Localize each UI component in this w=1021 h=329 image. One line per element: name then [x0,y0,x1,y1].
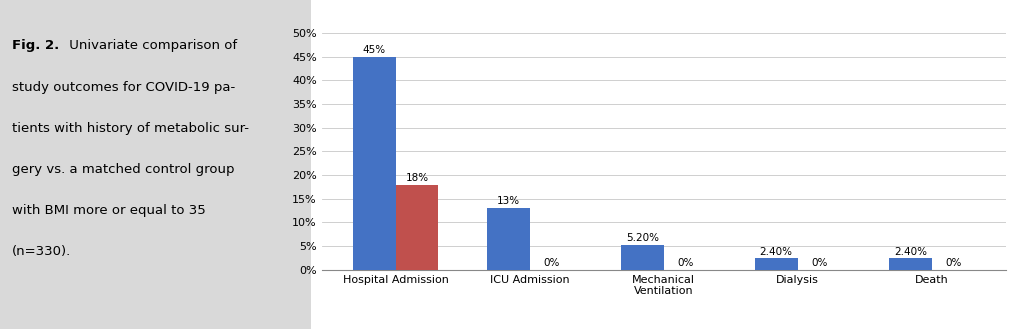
Text: 5.20%: 5.20% [626,233,659,243]
Text: 0%: 0% [811,258,827,268]
Text: 2.40%: 2.40% [760,246,792,257]
Text: 18%: 18% [405,173,429,183]
Text: 45%: 45% [362,45,386,55]
Text: 2.40%: 2.40% [893,246,927,257]
Bar [889,258,932,270]
Text: 13%: 13% [496,196,520,206]
Bar [352,57,395,270]
Text: tients with history of metabolic sur-: tients with history of metabolic sur- [12,122,249,135]
Bar [487,208,530,270]
Text: (n=330).: (n=330). [12,245,71,258]
Text: 0%: 0% [543,258,560,268]
Text: 0%: 0% [677,258,693,268]
Text: 0%: 0% [945,258,962,268]
Text: Fig. 2.: Fig. 2. [12,39,59,53]
Text: Univariate comparison of: Univariate comparison of [65,39,238,53]
Text: study outcomes for COVID-19 pa-: study outcomes for COVID-19 pa- [12,81,236,94]
Bar [755,258,797,270]
Text: gery vs. a matched control group: gery vs. a matched control group [12,163,235,176]
Bar [395,185,438,270]
Bar [621,245,664,270]
Text: with BMI more or equal to 35: with BMI more or equal to 35 [12,204,206,217]
